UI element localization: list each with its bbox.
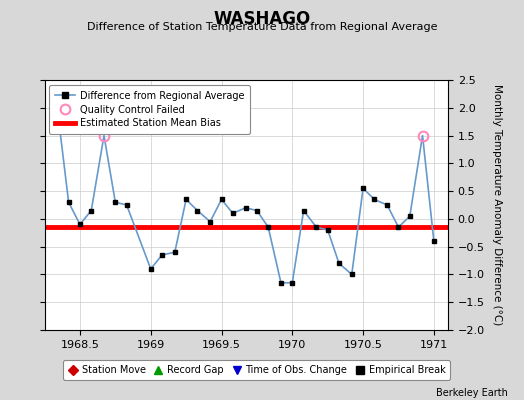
Text: Berkeley Earth: Berkeley Earth bbox=[436, 388, 508, 398]
Text: WASHAGO: WASHAGO bbox=[213, 10, 311, 28]
Legend: Station Move, Record Gap, Time of Obs. Change, Empirical Break: Station Move, Record Gap, Time of Obs. C… bbox=[63, 360, 450, 380]
Text: Difference of Station Temperature Data from Regional Average: Difference of Station Temperature Data f… bbox=[87, 22, 437, 32]
Y-axis label: Monthly Temperature Anomaly Difference (°C): Monthly Temperature Anomaly Difference (… bbox=[492, 84, 501, 326]
Legend: Difference from Regional Average, Quality Control Failed, Estimated Station Mean: Difference from Regional Average, Qualit… bbox=[49, 85, 250, 134]
